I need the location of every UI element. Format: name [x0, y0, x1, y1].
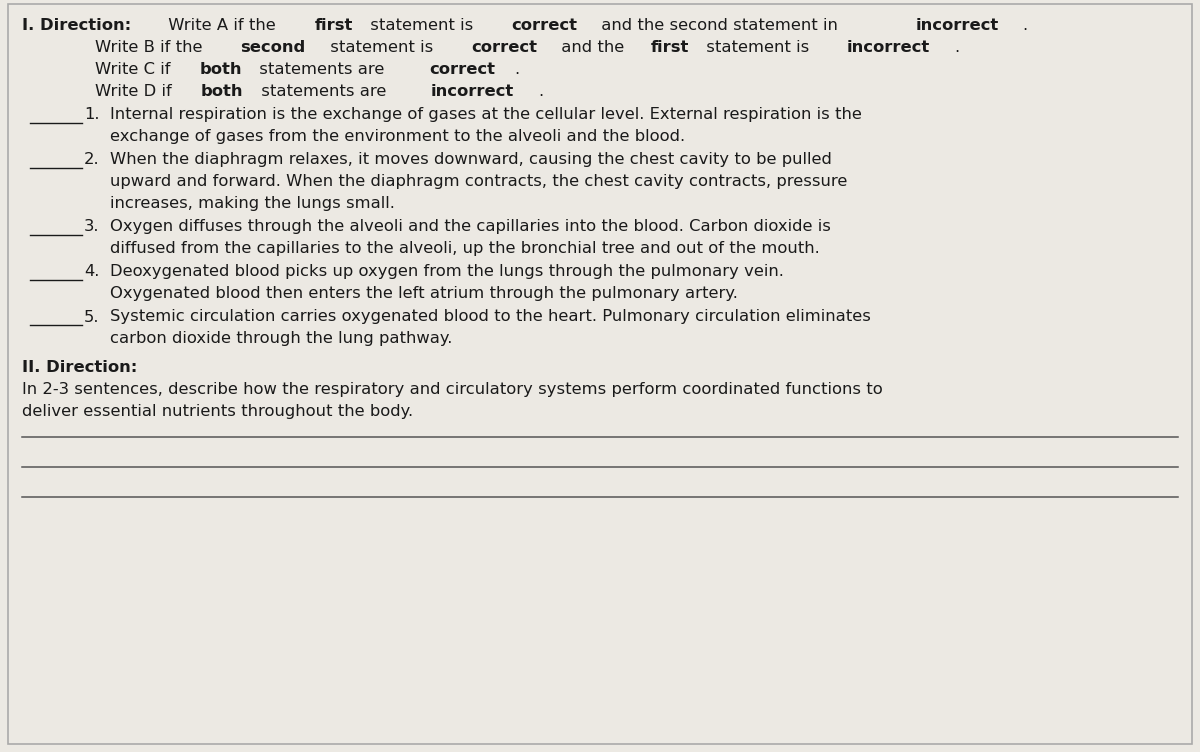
Text: and the: and the — [557, 40, 630, 55]
Text: correct: correct — [511, 18, 577, 33]
Text: .: . — [1022, 18, 1027, 33]
Text: incorrect: incorrect — [431, 84, 514, 99]
Text: statement is: statement is — [325, 40, 438, 55]
Text: deliver essential nutrients throughout the body.: deliver essential nutrients throughout t… — [22, 404, 413, 419]
Text: .: . — [954, 40, 960, 55]
Text: correct: correct — [472, 40, 538, 55]
Text: incorrect: incorrect — [916, 18, 998, 33]
Text: 2.: 2. — [84, 152, 100, 167]
Text: Oxygen diffuses through the alveoli and the capillaries into the blood. Carbon d: Oxygen diffuses through the alveoli and … — [110, 220, 830, 235]
Text: first: first — [316, 18, 354, 33]
Text: exchange of gases from the environment to the alveoli and the blood.: exchange of gases from the environment t… — [110, 129, 685, 144]
Text: 5.: 5. — [84, 310, 100, 325]
Text: Oxygenated blood then enters the left atrium through the pulmonary artery.: Oxygenated blood then enters the left at… — [110, 287, 738, 302]
Text: Systemic circulation carries oxygenated blood to the heart. Pulmonary circulatio: Systemic circulation carries oxygenated … — [110, 310, 871, 325]
Text: second: second — [240, 40, 306, 55]
Text: In 2-3 sentences, describe how the respiratory and circulatory systems perform c: In 2-3 sentences, describe how the respi… — [22, 382, 883, 397]
Text: Write C if: Write C if — [95, 62, 175, 77]
Text: II. Direction:: II. Direction: — [22, 360, 137, 375]
Text: 3.: 3. — [84, 220, 100, 235]
Text: and the second statement in: and the second statement in — [596, 18, 844, 33]
Text: 1.: 1. — [84, 107, 100, 122]
Text: both: both — [199, 62, 241, 77]
Text: I. Direction:: I. Direction: — [22, 18, 131, 33]
Text: correct: correct — [430, 62, 496, 77]
Text: carbon dioxide through the lung pathway.: carbon dioxide through the lung pathway. — [110, 332, 452, 347]
Text: increases, making the lungs small.: increases, making the lungs small. — [110, 196, 395, 211]
Text: Deoxygenated blood picks up oxygen from the lungs through the pulmonary vein.: Deoxygenated blood picks up oxygen from … — [110, 265, 784, 280]
Text: statements are: statements are — [254, 62, 390, 77]
Text: statement is: statement is — [701, 40, 814, 55]
Text: 4.: 4. — [84, 265, 100, 280]
Text: Internal respiration is the exchange of gases at the cellular level. External re: Internal respiration is the exchange of … — [110, 107, 862, 122]
Text: .: . — [538, 84, 544, 99]
Text: statements are: statements are — [256, 84, 391, 99]
Text: Write B if the: Write B if the — [95, 40, 208, 55]
Text: Write A if the: Write A if the — [163, 18, 281, 33]
Text: incorrect: incorrect — [847, 40, 930, 55]
Text: statement is: statement is — [365, 18, 479, 33]
Text: .: . — [514, 62, 520, 77]
Text: upward and forward. When the diaphragm contracts, the chest cavity contracts, pr: upward and forward. When the diaphragm c… — [110, 174, 847, 190]
Text: diffused from the capillaries to the alveoli, up the bronchial tree and out of t: diffused from the capillaries to the alv… — [110, 241, 820, 256]
Text: both: both — [200, 84, 244, 99]
Text: first: first — [652, 40, 690, 55]
Text: When the diaphragm relaxes, it moves downward, causing the chest cavity to be pu: When the diaphragm relaxes, it moves dow… — [110, 152, 832, 167]
Text: Write D if: Write D if — [95, 84, 178, 99]
